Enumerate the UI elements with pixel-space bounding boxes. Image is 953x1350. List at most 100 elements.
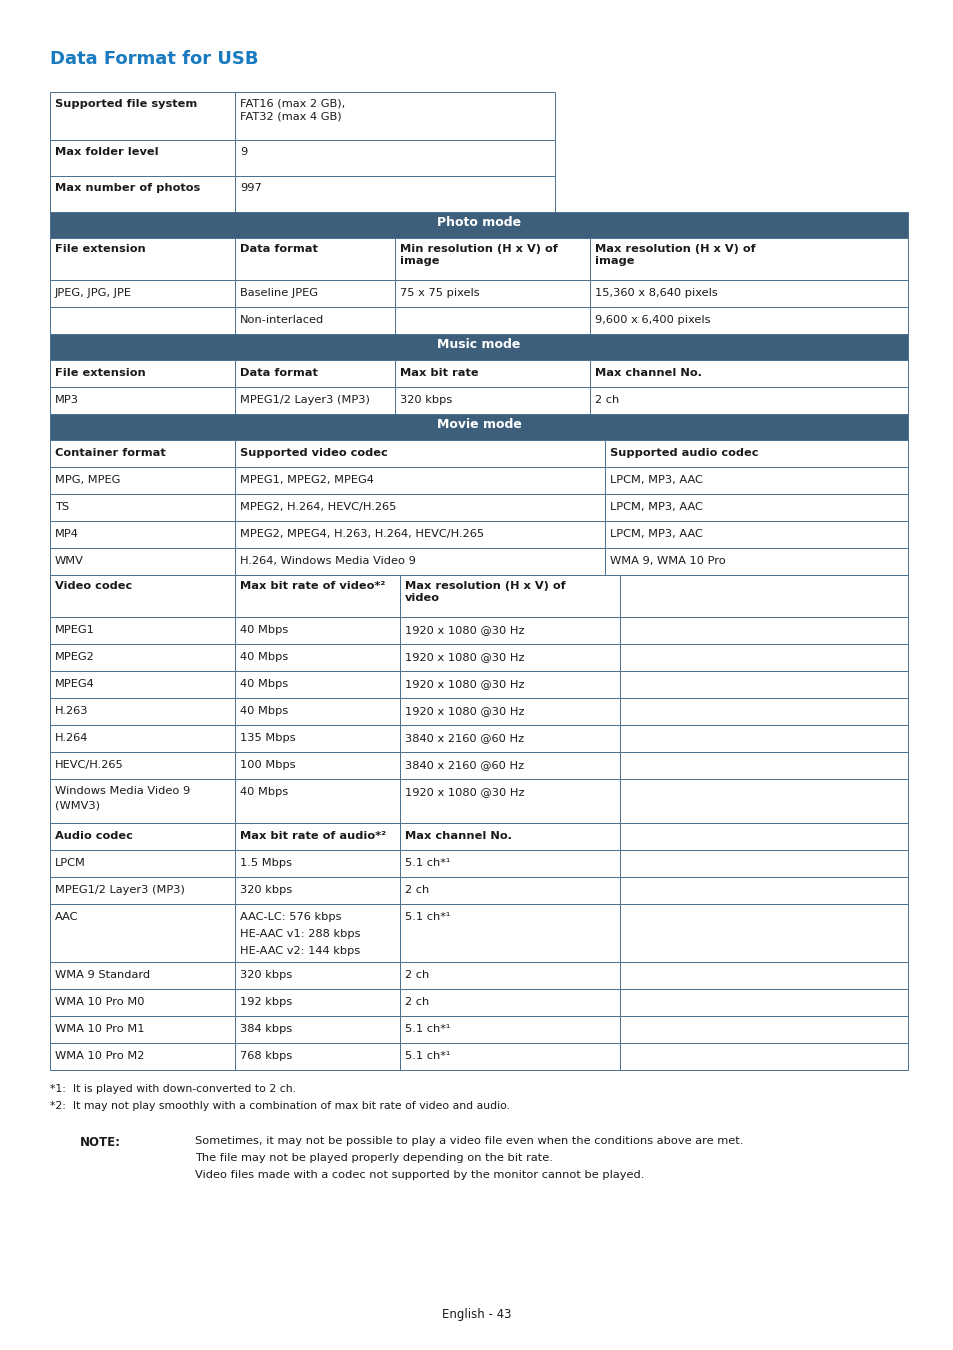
Bar (399, 752, 619, 779)
Text: MPEG1, MPEG2, MPEG4: MPEG1, MPEG2, MPEG4 (240, 475, 374, 485)
Bar (234, 752, 399, 779)
Text: 40 Mbps: 40 Mbps (240, 625, 288, 634)
Bar (50, 238, 234, 279)
Text: 2 ch: 2 ch (405, 998, 429, 1007)
Text: 40 Mbps: 40 Mbps (240, 706, 288, 716)
Bar (50, 963, 234, 990)
Bar (619, 878, 907, 904)
Bar (619, 824, 907, 850)
Text: 40 Mbps: 40 Mbps (240, 679, 288, 688)
Text: 5.1 ch*¹: 5.1 ch*¹ (405, 859, 450, 868)
Text: 3840 x 2160 @60 Hz: 3840 x 2160 @60 Hz (405, 760, 523, 770)
Bar (50, 617, 234, 644)
Text: TS: TS (55, 502, 69, 512)
Bar (399, 824, 619, 850)
Text: Video codec: Video codec (55, 580, 132, 591)
Bar (395, 279, 589, 306)
Bar (234, 1017, 399, 1044)
Text: FAT16 (max 2 GB),
FAT32 (max 4 GB): FAT16 (max 2 GB), FAT32 (max 4 GB) (240, 99, 345, 122)
Bar (50, 440, 234, 467)
Bar (395, 306, 589, 333)
Text: LPCM: LPCM (55, 859, 86, 868)
Bar (399, 725, 619, 752)
Bar (234, 494, 604, 521)
Bar (50, 414, 907, 440)
Bar (619, 850, 907, 878)
Bar (50, 387, 234, 414)
Text: Photo mode: Photo mode (436, 216, 520, 230)
Text: 75 x 75 pixels: 75 x 75 pixels (399, 288, 479, 298)
Text: HEVC/H.265: HEVC/H.265 (55, 760, 124, 770)
Bar (234, 140, 555, 176)
Bar (50, 306, 234, 333)
Bar (50, 494, 234, 521)
Text: Max resolution (H x V) of
image: Max resolution (H x V) of image (595, 244, 755, 266)
Bar (234, 850, 399, 878)
Text: MPEG1: MPEG1 (55, 625, 94, 634)
Text: MPEG1/2 Layer3 (MP3): MPEG1/2 Layer3 (MP3) (55, 886, 185, 895)
Text: JPEG, JPG, JPE: JPEG, JPG, JPE (55, 288, 132, 298)
Text: Min resolution (H x V) of
image: Min resolution (H x V) of image (399, 244, 558, 266)
Bar (399, 617, 619, 644)
Bar (50, 92, 234, 140)
Bar (399, 779, 619, 824)
Bar (50, 824, 234, 850)
Bar (589, 387, 907, 414)
Bar (589, 306, 907, 333)
Bar (234, 440, 604, 467)
Bar (619, 575, 907, 617)
Bar (619, 725, 907, 752)
Text: Data Format for USB: Data Format for USB (50, 50, 258, 68)
Bar (619, 698, 907, 725)
Bar (399, 878, 619, 904)
Text: 135 Mbps: 135 Mbps (240, 733, 295, 743)
Bar (619, 990, 907, 1017)
Bar (50, 140, 234, 176)
Bar (589, 279, 907, 306)
Text: Max number of photos: Max number of photos (55, 184, 200, 193)
Text: LPCM, MP3, AAC: LPCM, MP3, AAC (609, 502, 702, 512)
Text: File extension: File extension (55, 244, 146, 254)
Text: Container format: Container format (55, 448, 166, 458)
Bar (399, 963, 619, 990)
Text: 15,360 x 8,640 pixels: 15,360 x 8,640 pixels (595, 288, 717, 298)
Bar (234, 779, 399, 824)
Text: MP3: MP3 (55, 396, 79, 405)
Bar (234, 824, 399, 850)
Text: 768 kbps: 768 kbps (240, 1052, 292, 1061)
Bar (234, 467, 604, 494)
Bar (50, 575, 234, 617)
Bar (234, 575, 399, 617)
Text: *2:  It may not play smoothly with a combination of max bit rate of video and au: *2: It may not play smoothly with a comb… (50, 1102, 510, 1111)
Bar (234, 306, 395, 333)
Bar (234, 878, 399, 904)
Bar (619, 752, 907, 779)
Text: Supported video codec: Supported video codec (240, 448, 387, 458)
Text: Max bit rate of video*²: Max bit rate of video*² (240, 580, 385, 591)
Bar (50, 360, 234, 387)
Text: Windows Media Video 9: Windows Media Video 9 (55, 786, 190, 796)
Bar (50, 644, 234, 671)
Text: 1.5 Mbps: 1.5 Mbps (240, 859, 292, 868)
Bar (399, 904, 619, 963)
Bar (604, 467, 907, 494)
Text: WMA 10 Pro M2: WMA 10 Pro M2 (55, 1052, 144, 1061)
Bar (234, 990, 399, 1017)
Text: Supported audio codec: Supported audio codec (609, 448, 758, 458)
Text: 5.1 ch*¹: 5.1 ch*¹ (405, 1052, 450, 1061)
Text: Max bit rate: Max bit rate (399, 369, 478, 378)
Text: H.264: H.264 (55, 733, 89, 743)
Bar (399, 1044, 619, 1071)
Bar (234, 725, 399, 752)
Text: WMA 9, WMA 10 Pro: WMA 9, WMA 10 Pro (609, 556, 725, 566)
Text: LPCM, MP3, AAC: LPCM, MP3, AAC (609, 475, 702, 485)
Text: Max channel No.: Max channel No. (595, 369, 701, 378)
Text: 1920 x 1080 @30 Hz: 1920 x 1080 @30 Hz (405, 706, 524, 716)
Text: 1920 x 1080 @30 Hz: 1920 x 1080 @30 Hz (405, 652, 524, 662)
Bar (589, 238, 907, 279)
Bar (619, 644, 907, 671)
Text: Data format: Data format (240, 244, 317, 254)
Text: Non-interlaced: Non-interlaced (240, 315, 324, 325)
Text: 384 kbps: 384 kbps (240, 1025, 292, 1034)
Text: 5.1 ch*¹: 5.1 ch*¹ (405, 1025, 450, 1034)
